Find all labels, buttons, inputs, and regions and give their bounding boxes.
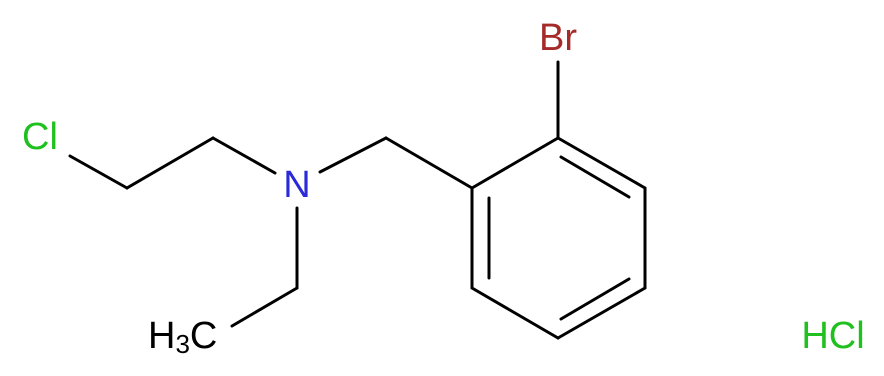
- bond: [68, 154, 129, 190]
- ring-bond: [556, 286, 647, 340]
- atom-label: Cl: [22, 116, 58, 158]
- inner-double-bond: [559, 277, 631, 321]
- inner-double-bond: [559, 155, 631, 199]
- bonds: [68, 60, 647, 340]
- bond: [230, 286, 299, 328]
- atom-label: N: [283, 164, 310, 206]
- ring-bond: [470, 136, 560, 190]
- salt-label: HCl: [801, 315, 864, 357]
- ring-bond: [556, 136, 647, 190]
- bond: [318, 136, 388, 174]
- subscript: 3: [175, 329, 189, 359]
- atom-label: Br: [539, 17, 577, 59]
- atom-h: H: [148, 315, 175, 357]
- ring-bond: [470, 286, 560, 340]
- bond: [384, 136, 474, 190]
- atom-label: H3C: [148, 315, 217, 359]
- bond: [211, 136, 277, 175]
- atom-c: C: [190, 315, 217, 357]
- bond: [125, 136, 215, 190]
